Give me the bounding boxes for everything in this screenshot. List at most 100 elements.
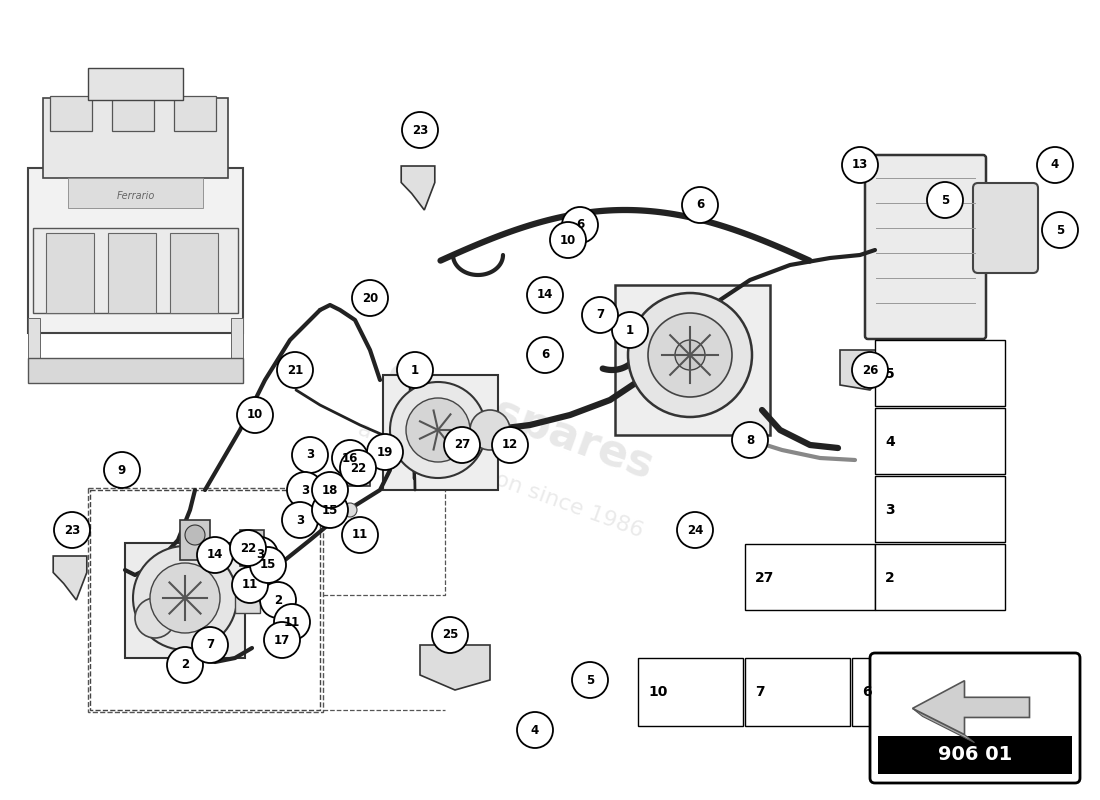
Text: 1: 1 (411, 363, 419, 377)
Text: 8: 8 (746, 434, 755, 446)
Text: 9: 9 (118, 463, 127, 477)
Text: 19: 19 (377, 446, 393, 458)
Bar (28, 358, 243, 383)
Text: 17: 17 (274, 634, 290, 646)
Text: 4: 4 (886, 435, 894, 449)
Bar (874, 476, 1005, 542)
Bar (638, 658, 743, 726)
Circle shape (54, 512, 90, 548)
Circle shape (192, 627, 228, 663)
Text: 5: 5 (1056, 223, 1064, 237)
Circle shape (260, 582, 296, 618)
Circle shape (343, 503, 358, 517)
Circle shape (292, 437, 328, 473)
Text: 23: 23 (411, 123, 428, 137)
Text: 22: 22 (350, 462, 366, 474)
Bar (88, 68, 183, 100)
Bar (170, 233, 218, 313)
Text: 3: 3 (256, 549, 264, 562)
Bar (33, 228, 238, 313)
Circle shape (648, 313, 732, 397)
Text: 18: 18 (322, 483, 338, 497)
Text: 21: 21 (287, 363, 304, 377)
Polygon shape (840, 350, 888, 390)
Circle shape (289, 615, 302, 629)
Bar (346, 450, 370, 486)
Circle shape (927, 182, 962, 218)
Circle shape (492, 427, 528, 463)
Text: 4: 4 (531, 723, 539, 737)
Bar (180, 520, 210, 560)
Circle shape (628, 293, 752, 417)
Circle shape (274, 604, 310, 640)
Text: 7: 7 (755, 685, 764, 699)
Text: 6: 6 (576, 218, 584, 231)
Circle shape (104, 452, 140, 488)
Circle shape (444, 427, 480, 463)
Circle shape (675, 340, 705, 370)
Circle shape (406, 398, 470, 462)
Circle shape (842, 147, 878, 183)
Bar (874, 408, 1005, 474)
Circle shape (582, 297, 618, 333)
Text: 22: 22 (240, 542, 256, 554)
Text: 13: 13 (851, 158, 868, 171)
Polygon shape (402, 166, 434, 210)
Bar (745, 658, 850, 726)
Text: 27: 27 (454, 438, 470, 451)
Circle shape (562, 207, 598, 243)
Text: 6: 6 (696, 198, 704, 211)
Circle shape (250, 547, 286, 583)
Polygon shape (53, 556, 87, 600)
Circle shape (312, 472, 348, 508)
Circle shape (320, 482, 336, 498)
Circle shape (277, 352, 313, 388)
Text: 10: 10 (246, 409, 263, 422)
Bar (322, 490, 334, 510)
Text: 5: 5 (940, 194, 949, 206)
Text: 7: 7 (596, 309, 604, 322)
Text: 11: 11 (242, 578, 258, 591)
Circle shape (676, 512, 713, 548)
Bar (878, 736, 1072, 774)
Circle shape (402, 112, 438, 148)
Text: Ferrario: Ferrario (117, 191, 155, 201)
Circle shape (150, 563, 220, 633)
Circle shape (550, 222, 586, 258)
Circle shape (852, 352, 888, 388)
Circle shape (517, 712, 553, 748)
FancyBboxPatch shape (870, 653, 1080, 783)
Text: 25: 25 (442, 629, 459, 642)
Bar (50, 96, 92, 131)
Circle shape (352, 280, 388, 316)
Circle shape (682, 187, 718, 223)
Text: 2: 2 (886, 571, 894, 585)
Text: a parts solution since 1986: a parts solution since 1986 (354, 419, 646, 541)
Text: 26: 26 (861, 363, 878, 377)
Bar (852, 658, 957, 726)
Circle shape (349, 453, 367, 471)
Circle shape (397, 352, 433, 388)
Text: 906 01: 906 01 (938, 746, 1012, 765)
Text: 11: 11 (284, 615, 300, 629)
Text: 15: 15 (322, 503, 338, 517)
Circle shape (133, 546, 236, 650)
Circle shape (232, 567, 268, 603)
Circle shape (367, 434, 403, 470)
Text: 2: 2 (274, 594, 282, 606)
Circle shape (282, 502, 318, 538)
Text: 6: 6 (862, 685, 871, 699)
Bar (174, 96, 216, 131)
Text: 3: 3 (301, 483, 309, 497)
Text: 15: 15 (260, 558, 276, 571)
Circle shape (342, 517, 378, 553)
Circle shape (527, 277, 563, 313)
Bar (112, 96, 154, 131)
Text: 14: 14 (207, 549, 223, 562)
Text: 10: 10 (560, 234, 576, 246)
Text: 6: 6 (541, 349, 549, 362)
Text: 27: 27 (755, 571, 774, 585)
Polygon shape (913, 681, 1030, 734)
Text: 5: 5 (886, 367, 894, 381)
Bar (28, 168, 243, 333)
